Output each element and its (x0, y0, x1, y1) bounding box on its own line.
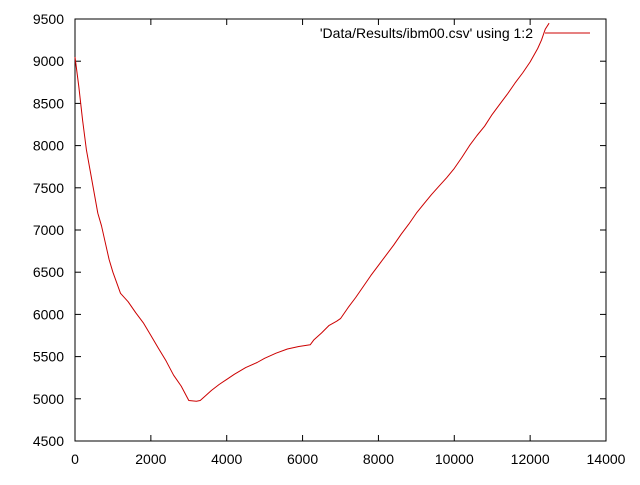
x-tick-label: 6000 (287, 451, 318, 467)
x-tick-label: 10000 (435, 451, 474, 467)
x-tick-label: 4000 (211, 451, 242, 467)
x-tick-label: 2000 (135, 451, 166, 467)
x-tick-label: 14000 (587, 451, 626, 467)
y-tick-label: 5000 (33, 391, 64, 407)
x-axis: 0 2000 4000 6000 8000 10000 12000 14000 (71, 19, 626, 467)
x-tick-label: 0 (71, 451, 79, 467)
y-tick-label: 7000 (33, 222, 64, 238)
y-tick-label: 6500 (33, 264, 64, 280)
legend: 'Data/Results/ibm00.csv' using 1:2 (320, 25, 590, 41)
y-tick-label: 9500 (33, 11, 64, 27)
series-line (74, 22, 550, 402)
x-tick-label: 8000 (363, 451, 394, 467)
y-tick-label: 8500 (33, 95, 64, 111)
y-tick-label: 5500 (33, 349, 64, 365)
series-group (74, 22, 550, 402)
y-axis: 4500 5000 5500 6000 6500 7000 7500 8000 8500 9000… (33, 11, 606, 449)
y-tick-label: 4500 (33, 433, 64, 449)
y-tick-label: 9000 (33, 53, 64, 69)
x-tick-label: 12000 (511, 451, 550, 467)
y-tick-label: 6000 (33, 306, 64, 322)
legend-label: 'Data/Results/ibm00.csv' using 1:2 (320, 25, 533, 41)
y-tick-label: 8000 (33, 138, 64, 154)
y-tick-label: 7500 (33, 180, 64, 196)
